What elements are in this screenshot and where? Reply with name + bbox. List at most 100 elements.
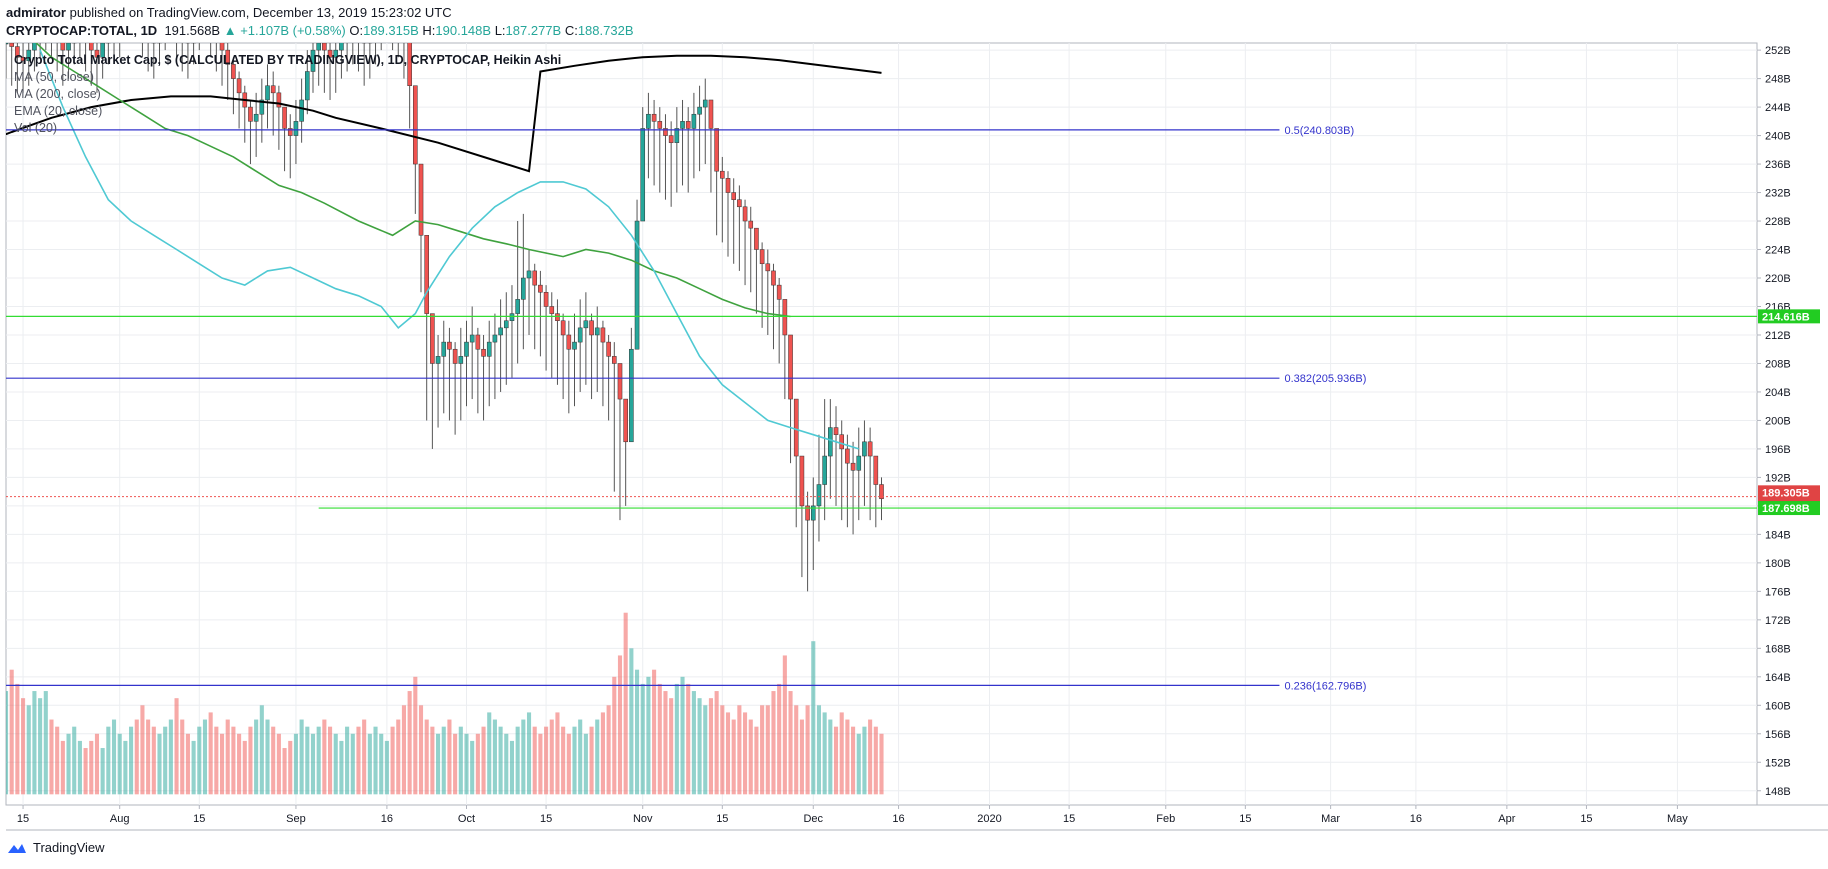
candle-body xyxy=(333,49,339,58)
candle-body xyxy=(253,113,259,122)
volume-bar xyxy=(509,740,515,795)
candle-body xyxy=(771,270,776,286)
legend-ma50[interactable]: MA (50, close) xyxy=(14,70,94,84)
volume-bar xyxy=(646,676,651,795)
footer-brand[interactable]: TradingView xyxy=(6,840,105,855)
candle-body xyxy=(123,7,127,21)
volume-bar xyxy=(697,698,702,795)
candle-body xyxy=(867,441,873,457)
volume-bar xyxy=(845,719,850,795)
candle-body xyxy=(731,192,736,200)
candle-body xyxy=(538,284,543,293)
x-tick-label: 15 xyxy=(1239,813,1251,825)
candle-body xyxy=(651,113,657,122)
volume-bar xyxy=(214,726,219,795)
candle-body xyxy=(793,398,799,457)
volume-bar xyxy=(6,691,9,795)
candle-body xyxy=(327,49,333,58)
volume-bar xyxy=(248,726,253,795)
volume-bar xyxy=(208,712,213,795)
volume-bar xyxy=(288,740,293,795)
y-tick-label: 176B xyxy=(1765,586,1791,598)
legend-ema20[interactable]: EMA (20, close) xyxy=(14,104,103,118)
volume-bar xyxy=(117,733,122,795)
volume-bar xyxy=(134,719,139,795)
volume-bar xyxy=(9,669,14,795)
candle-body xyxy=(26,49,32,62)
candle-body xyxy=(515,299,520,314)
candle-body xyxy=(20,56,26,62)
candle-body xyxy=(799,455,805,507)
volume-bar xyxy=(89,740,94,795)
x-tick-label: Sep xyxy=(286,813,306,825)
candle-body xyxy=(685,121,691,129)
volume-bar xyxy=(447,719,452,795)
y-tick-label: 224B xyxy=(1765,245,1791,257)
volume-bar xyxy=(617,655,623,795)
volume-bar xyxy=(276,733,281,795)
candle-body xyxy=(828,427,833,457)
x-tick-label: 16 xyxy=(892,813,904,825)
open-label: O: xyxy=(349,23,364,38)
volume-bar xyxy=(430,726,435,795)
chart-header: admirator published on TradingView.com, … xyxy=(0,0,1828,42)
candle-body xyxy=(185,43,191,44)
volume-bar xyxy=(686,683,691,795)
tag-187698-text: 187.698B xyxy=(1762,503,1810,515)
volume-bar xyxy=(794,705,799,795)
x-tick-label: 15 xyxy=(1063,813,1075,825)
candle-body xyxy=(248,106,253,122)
candle-body xyxy=(356,22,360,29)
volume-bar xyxy=(777,683,782,795)
candle-body xyxy=(532,270,538,286)
candle-body xyxy=(129,0,133,7)
volume-bar xyxy=(498,726,503,795)
candle-body xyxy=(612,356,617,364)
candle-body xyxy=(634,220,640,350)
author-name[interactable]: admirator xyxy=(6,5,66,20)
volume-bar xyxy=(725,712,731,795)
y-tick-label: 164B xyxy=(1765,672,1791,684)
volume-bar xyxy=(754,726,759,795)
ohlc-row: CRYPTOCAP:TOTAL, 1D 191.568B ▲ +1.107B (… xyxy=(6,23,634,38)
volume-bar xyxy=(538,733,543,795)
volume-bar xyxy=(731,719,736,795)
candle-body xyxy=(305,71,310,101)
x-tick-label: 15 xyxy=(1580,813,1592,825)
plot-area xyxy=(5,42,1758,806)
volume-bar xyxy=(674,683,679,795)
volume-bar xyxy=(219,733,225,795)
volume-bar xyxy=(140,705,145,795)
volume-bar xyxy=(873,726,878,795)
candle-body xyxy=(503,320,509,329)
volume-bar xyxy=(413,676,418,795)
candle-body xyxy=(407,43,412,86)
candle-body xyxy=(197,15,201,29)
volume-bar xyxy=(55,726,60,795)
x-tick-label: Aug xyxy=(110,813,130,825)
candle-body xyxy=(862,441,867,457)
y-tick-label: 236B xyxy=(1765,159,1791,171)
candle-body xyxy=(498,327,503,336)
candle-body xyxy=(351,22,355,29)
candle-body xyxy=(850,462,856,471)
volume-bar xyxy=(191,740,196,795)
volume-bar xyxy=(561,726,566,795)
y-tick-label: 228B xyxy=(1765,216,1791,228)
x-tick-label: 15 xyxy=(716,813,728,825)
candle-body xyxy=(737,199,742,208)
legend-volume[interactable]: Vol (20) xyxy=(14,121,58,135)
candle-body xyxy=(175,7,179,21)
legend-ma200[interactable]: MA (200, close) xyxy=(14,87,101,101)
volume-bar xyxy=(532,726,537,795)
candle-body xyxy=(668,135,674,143)
volume-bar xyxy=(157,733,162,795)
candle-body xyxy=(629,348,634,443)
volume-bar xyxy=(202,719,208,795)
volume-bar xyxy=(339,740,344,795)
volume-bar xyxy=(310,733,316,795)
legend-title: Crypto Total Market Cap, $ (CALCULATED B… xyxy=(14,53,562,67)
volume-bar xyxy=(549,719,554,795)
volume-bar xyxy=(799,719,804,795)
